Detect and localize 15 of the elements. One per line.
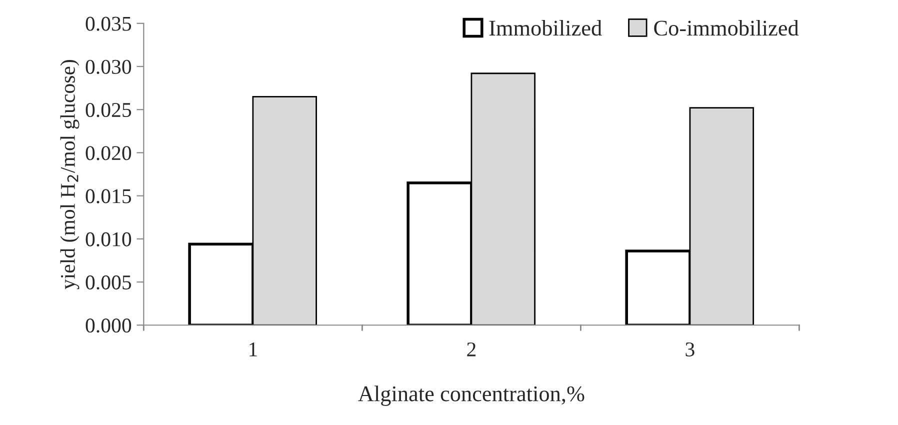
y-tick-label: 0.030 bbox=[86, 60, 132, 74]
y-tick-label: 0.010 bbox=[86, 232, 132, 246]
x-tick-label: 1 bbox=[250, 342, 257, 356]
y-tick-label: 0.000 bbox=[86, 318, 132, 333]
legend-label: Immobilized bbox=[489, 20, 602, 36]
y-tick-label: 0.025 bbox=[86, 102, 132, 118]
x-tick-label: 3 bbox=[686, 342, 694, 356]
y-axis-title: yield (mol H$_{2}$/mol glucose) bbox=[60, 60, 80, 290]
x-tick-label: 2 bbox=[467, 342, 476, 356]
x-axis-title: Alginate concentration,% bbox=[358, 386, 584, 406]
legend-label: Co-immobilized bbox=[654, 20, 799, 36]
y-tick-label: 0.005 bbox=[86, 275, 132, 290]
y-tick-label: 0.020 bbox=[86, 146, 132, 160]
y-tick-label: 0.015 bbox=[86, 189, 132, 204]
y-tick-label: 0.035 bbox=[86, 16, 132, 31]
